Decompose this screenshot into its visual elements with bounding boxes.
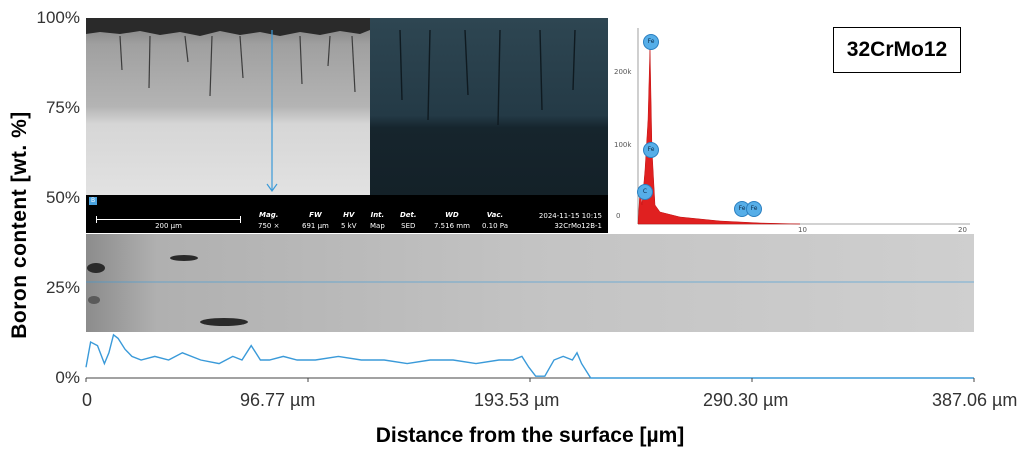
- sem-param-name: WD: [445, 211, 459, 219]
- sem-param-value: Map: [370, 222, 385, 230]
- sem-info-bar: B 200 µm Mag. 750 × FW 691 µm HV 5 kV Int. M…: [86, 195, 608, 233]
- sem-param-name: FW: [309, 211, 322, 219]
- eds-peak-label: Fe: [746, 201, 762, 217]
- sem-linescan-arrowhead: [266, 183, 278, 193]
- y-tick-label: 100%: [36, 8, 80, 27]
- y-tick-label: 50%: [45, 188, 80, 207]
- sem-param: HV 5 kV: [341, 211, 357, 230]
- material-label: 32CrMo12: [833, 27, 961, 73]
- sem-param-name: HV: [343, 211, 355, 219]
- y-axis-title-wrap: Boron content [wt. %]: [0, 75, 40, 375]
- eds-peak-label: Fe: [643, 142, 659, 158]
- eds-map-needles: [399, 29, 576, 126]
- sem-param-value: 691 µm: [302, 222, 329, 230]
- x-tick-label: 0: [82, 390, 93, 410]
- sem-param: FW 691 µm: [302, 211, 329, 230]
- sem-param: WD 7.516 mm: [434, 211, 470, 230]
- x-tick-label: 96.77 µm: [240, 390, 316, 410]
- sem-param-name: Int.: [370, 211, 385, 219]
- sem-tag: B: [89, 197, 97, 205]
- y-tick-label: 25%: [45, 278, 80, 297]
- sem-param: Mag. 750 ×: [258, 211, 279, 230]
- x-axis-title: Distance from the surface [µm]: [375, 424, 685, 447]
- eds-y-tick: 200k: [614, 68, 632, 76]
- sem-param-value: SED: [401, 222, 416, 230]
- eds-map: [370, 18, 608, 195]
- sem-param-name: Mag.: [259, 211, 279, 219]
- eds-x-tick: 20: [958, 226, 967, 234]
- eds-peak-label: C: [637, 184, 653, 200]
- sem-param-value: 0.10 Pa: [482, 222, 509, 230]
- sem-param-value: 5 kV: [341, 222, 357, 230]
- sem-scale-label: 200 µm: [155, 222, 182, 230]
- sem-datetime-block: 2024-11-15 10:15 32CrMo12B-1: [539, 211, 602, 231]
- y-tick-label: 75%: [45, 98, 80, 117]
- sem-param-value: 7.516 mm: [434, 222, 470, 230]
- x-tick-label: 193.53 µm: [474, 390, 560, 410]
- sem-param: Vac. 0.10 Pa: [482, 211, 508, 230]
- boron-profile-line: [85, 333, 974, 379]
- y-tick-label: 0%: [55, 368, 80, 387]
- eds-y-tick: 100k: [614, 141, 632, 149]
- sem-param-name: Det.: [400, 211, 417, 219]
- sem-boride-needles: [119, 35, 356, 97]
- sem-sample-id: 32CrMo12B-1: [554, 222, 602, 230]
- sem-param-name: Vac.: [486, 211, 504, 219]
- eds-peak-label: Fe: [643, 34, 659, 50]
- sem-param: Int. Map: [370, 211, 385, 230]
- x-tick-label: 290.30 µm: [703, 390, 789, 410]
- sem-param-value: 750 ×: [258, 222, 280, 230]
- sem-surface-layer: [86, 18, 370, 36]
- eds-y-tick: 0: [616, 212, 621, 220]
- sem-datetime: 2024-11-15 10:15: [538, 212, 602, 220]
- sem-param: Det. SED: [400, 211, 417, 230]
- linescan-strip: [86, 234, 974, 332]
- sem-scale-bar: [96, 216, 241, 223]
- linescan-strip-dark-spots: [87, 255, 248, 326]
- y-axis-title: Boron content [wt. %]: [8, 111, 31, 339]
- sem-micrograph: [86, 18, 370, 195]
- x-tick-label: 387.06 µm: [932, 390, 1018, 410]
- eds-x-tick: 10: [798, 226, 807, 234]
